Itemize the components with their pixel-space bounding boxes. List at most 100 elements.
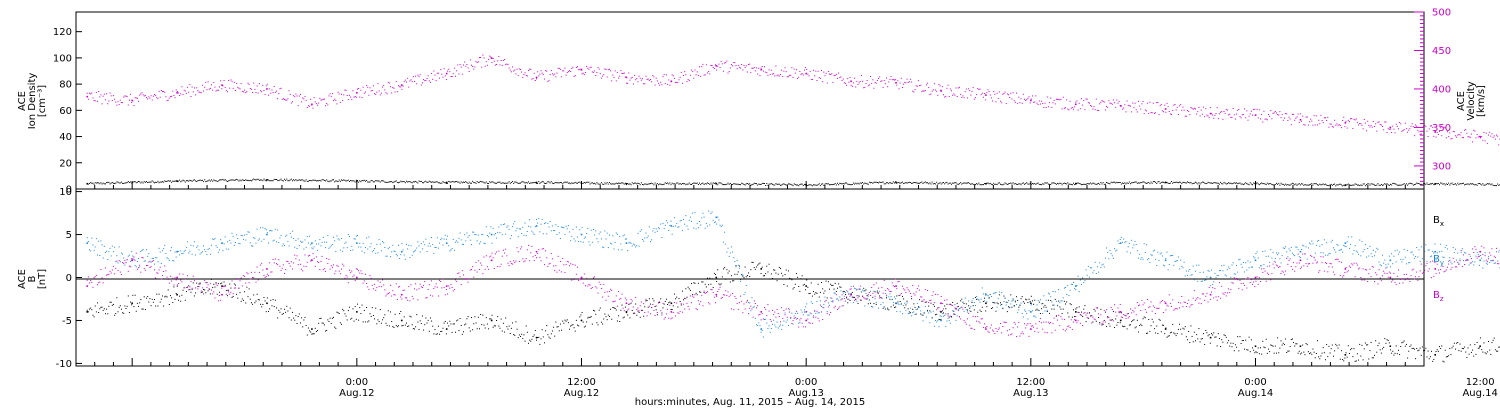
top-s1-dot-1003 — [1230, 116, 1232, 118]
top-s1-dot-558 — [722, 70, 724, 72]
top-s0-dot-222 — [339, 180, 341, 182]
top-s1-dot-1221 — [1478, 135, 1480, 137]
top-s1-dot-548 — [711, 64, 713, 66]
bottom-s0-dot-1116 — [1359, 343, 1361, 345]
top-s0-dot-572 — [738, 184, 740, 186]
top-right-ylabel-line1: ACE — [1456, 91, 1467, 111]
bottom-s0-dot-276 — [401, 325, 403, 327]
top-s0-dot-855 — [1061, 184, 1063, 186]
top-s0-dot-132 — [237, 179, 239, 181]
bottom-s0-dot-242 — [362, 321, 364, 323]
top-s0-dot-611 — [783, 183, 785, 185]
top-s1-point-21 — [1030, 99, 1032, 102]
bottom-s1-dot-180 — [291, 230, 293, 232]
top-s1-dot-295 — [423, 79, 425, 81]
bottom-s0-dot-582 — [750, 269, 752, 271]
top-s0-dot-839 — [1043, 183, 1045, 185]
top-ytick-label-6: 120 — [53, 27, 72, 38]
bottom-s0-dot-850 — [1055, 315, 1057, 317]
bottom-s0-dot-698 — [882, 307, 884, 309]
top-s1-dot-514 — [672, 75, 674, 77]
bottom-s0-dot-100 — [200, 292, 202, 294]
top-s0-dot-750 — [941, 182, 943, 184]
bottom-s0-dot-821 — [1022, 301, 1024, 303]
top-s1-dot-724 — [912, 90, 914, 92]
bottom-s1-dot-236 — [355, 235, 357, 237]
bottom-s0-dot-744 — [935, 314, 937, 316]
top-s0-dot-397 — [539, 182, 541, 184]
bottom-s0-dot-848 — [1053, 308, 1055, 310]
bottom-s0-dot-677 — [858, 295, 860, 297]
top-s1-dot-870 — [1078, 102, 1080, 104]
top-s1-dot-1072 — [1309, 121, 1311, 123]
top-s0-dot-690 — [873, 181, 875, 183]
bottom-s1-dot-132 — [237, 238, 239, 240]
top-s1-dot-1081 — [1319, 123, 1321, 125]
top-s0-dot-819 — [1020, 184, 1022, 186]
top-s1-dot-1085 — [1323, 117, 1325, 119]
top-s1-dot-801 — [1000, 100, 1002, 102]
top-s1-dot-524 — [684, 71, 686, 73]
top-s1-dot-915 — [1130, 105, 1132, 107]
bottom-s0-dot-1168 — [1418, 349, 1420, 351]
top-s0-dot-385 — [525, 181, 527, 183]
bottom-s1-dot-63 — [158, 247, 160, 249]
top-s1-dot-254 — [376, 91, 378, 93]
top-s1-dot-260 — [383, 84, 385, 86]
bottom-s1-dot-55 — [149, 260, 151, 262]
top-s1-dot-1224 — [1482, 139, 1484, 141]
bottom-s1-dot-425 — [571, 235, 573, 237]
top-s1-dot-312 — [442, 76, 444, 78]
top-s1-dot-986 — [1210, 113, 1212, 115]
bottom-s1-dot-382 — [522, 226, 524, 228]
top-s1-dot-359 — [496, 64, 498, 66]
top-s0-dot-1213 — [1469, 183, 1471, 185]
top-s0-dot-257 — [379, 181, 381, 183]
bottom-s0-dot-54 — [148, 301, 150, 303]
top-s0-dot-304 — [433, 181, 435, 183]
bottom-s0-dot-151 — [258, 299, 260, 301]
top-s1-dot-351 — [486, 64, 488, 66]
top-s0-dot-230 — [348, 180, 350, 182]
top-s0-dot-223 — [340, 179, 342, 181]
top-s1-dot-937 — [1155, 112, 1157, 114]
bottom-s0-dot-158 — [266, 297, 268, 299]
bottom-s0-dot-364 — [501, 330, 503, 332]
bottom-s0-dot-726 — [914, 306, 916, 308]
bottom-s0-dot-80 — [177, 299, 179, 301]
top-s1-dot-770 — [964, 91, 966, 93]
top-s0-dot-656 — [834, 182, 836, 184]
top-s0-dot-355 — [491, 181, 493, 183]
top-s0-dot-203 — [318, 180, 320, 182]
top-s0-dot-1072 — [1309, 184, 1311, 186]
bottom-s0-dot-962 — [1183, 328, 1185, 330]
bottom-s0-dot-1007 — [1234, 344, 1236, 346]
top-s1-dot-529 — [689, 74, 691, 76]
bottom-s1-dot-449 — [598, 233, 600, 235]
top-s1-point-2 — [176, 92, 178, 94]
bottom-s1-dot-72 — [168, 259, 170, 261]
top-ytick-label-0: 0 — [66, 185, 72, 196]
bottom-s0-dot-593 — [762, 275, 764, 277]
top-s1-dot-474 — [627, 82, 629, 84]
top-s0-dot-529 — [689, 183, 691, 185]
bottom-s0-dot-418 — [563, 322, 565, 324]
top-s0-dot-1001 — [1228, 182, 1230, 184]
top-s1-dot-688 — [871, 82, 873, 84]
top-s0-dot-687 — [870, 182, 872, 184]
top-s0-dot-619 — [792, 185, 794, 187]
bottom-s0-dot-534 — [695, 292, 697, 294]
top-s0-dot-840 — [1044, 182, 1046, 184]
bottom-s1-dot-36 — [127, 255, 129, 257]
top-s0-dot-271 — [395, 180, 397, 182]
top-s1-dot-833 — [1036, 102, 1038, 104]
top-s0-dot-681 — [863, 183, 865, 185]
bottom-s1-dot-283 — [409, 257, 411, 259]
top-s1-dot-156 — [264, 93, 266, 95]
top-s1-dot-877 — [1086, 98, 1088, 100]
top-s1-dot-684 — [866, 79, 868, 81]
bottom-s0-dot-305 — [434, 329, 436, 331]
bottom-s0-dot-911 — [1125, 315, 1127, 317]
top-s1-dot-7 — [94, 100, 96, 102]
bottom-s0-dot-662 — [841, 298, 843, 300]
